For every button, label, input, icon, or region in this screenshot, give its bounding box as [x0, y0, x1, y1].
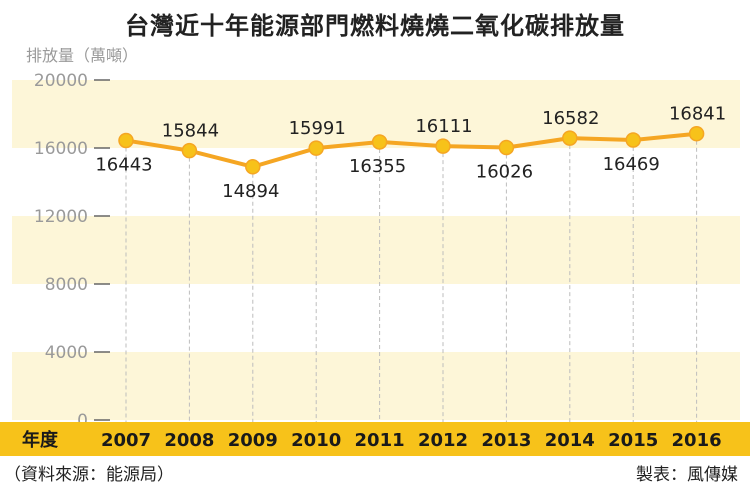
y-tick-label: 8000: [45, 275, 88, 295]
y-axis-label: 排放量（萬噸）: [26, 46, 139, 65]
y-tick-label: 12000: [34, 207, 88, 227]
data-label: 16841: [669, 104, 726, 125]
x-tick-label: 2007: [101, 430, 151, 451]
x-tick-label: 2012: [418, 430, 468, 451]
data-point: [688, 125, 705, 142]
x-tick-label: 2013: [481, 430, 531, 451]
data-point: [498, 139, 515, 156]
data-point: [118, 132, 134, 149]
series-line: [125, 131, 697, 169]
data-label: 16582: [542, 108, 599, 129]
chart-title: 台灣近十年能源部門燃料燒燒二氧化碳排放量: [125, 12, 625, 40]
data-label: 15991: [289, 118, 346, 139]
x-tick-label: 2010: [291, 430, 341, 451]
data-point: [435, 138, 451, 154]
data-point: [371, 134, 388, 150]
data-label: 16355: [349, 156, 406, 177]
x-axis-title: 年度: [22, 429, 59, 451]
x-tick-label: 2016: [672, 430, 722, 451]
x-tick-label: 2008: [164, 430, 214, 451]
x-axis-bar: [0, 422, 750, 456]
x-tick-label: 2014: [545, 430, 595, 451]
vertical-guides: [125, 133, 698, 422]
data-label: 16026: [476, 162, 533, 183]
y-ticks: 0 4000 8000 12000 16000 20000: [34, 71, 110, 431]
background-bands: [12, 80, 740, 420]
y-tick-label: 4000: [45, 343, 88, 363]
y-tick-label: 20000: [34, 71, 88, 91]
data-label: 16443: [95, 154, 152, 175]
data-point: [308, 140, 324, 156]
data-point: [625, 132, 641, 148]
band: [12, 216, 740, 284]
credit-note: 製表：風傳媒: [636, 465, 738, 485]
y-tick-label: 16000: [34, 139, 88, 159]
band: [12, 352, 740, 420]
data-points: [118, 125, 705, 175]
x-tick-label: 2009: [228, 430, 278, 451]
data-point: [562, 130, 578, 146]
x-tick-label: 2015: [608, 430, 658, 451]
x-tick-label: 2011: [355, 430, 405, 451]
source-note: （資料來源：能源局）: [4, 465, 174, 485]
series-line-path: [125, 131, 697, 169]
data-label: 15844: [162, 121, 219, 142]
data-label: 14894: [222, 181, 279, 202]
data-label: 16111: [415, 116, 472, 137]
data-point: [181, 142, 198, 159]
data-point: [245, 159, 261, 175]
data-label: 16469: [603, 154, 660, 175]
x-axis-band: 年度 2007 2008 2009 2010 2011 2012 2013 2014 2015 20…: [0, 422, 750, 456]
y-tick-label: 0: [77, 411, 88, 431]
